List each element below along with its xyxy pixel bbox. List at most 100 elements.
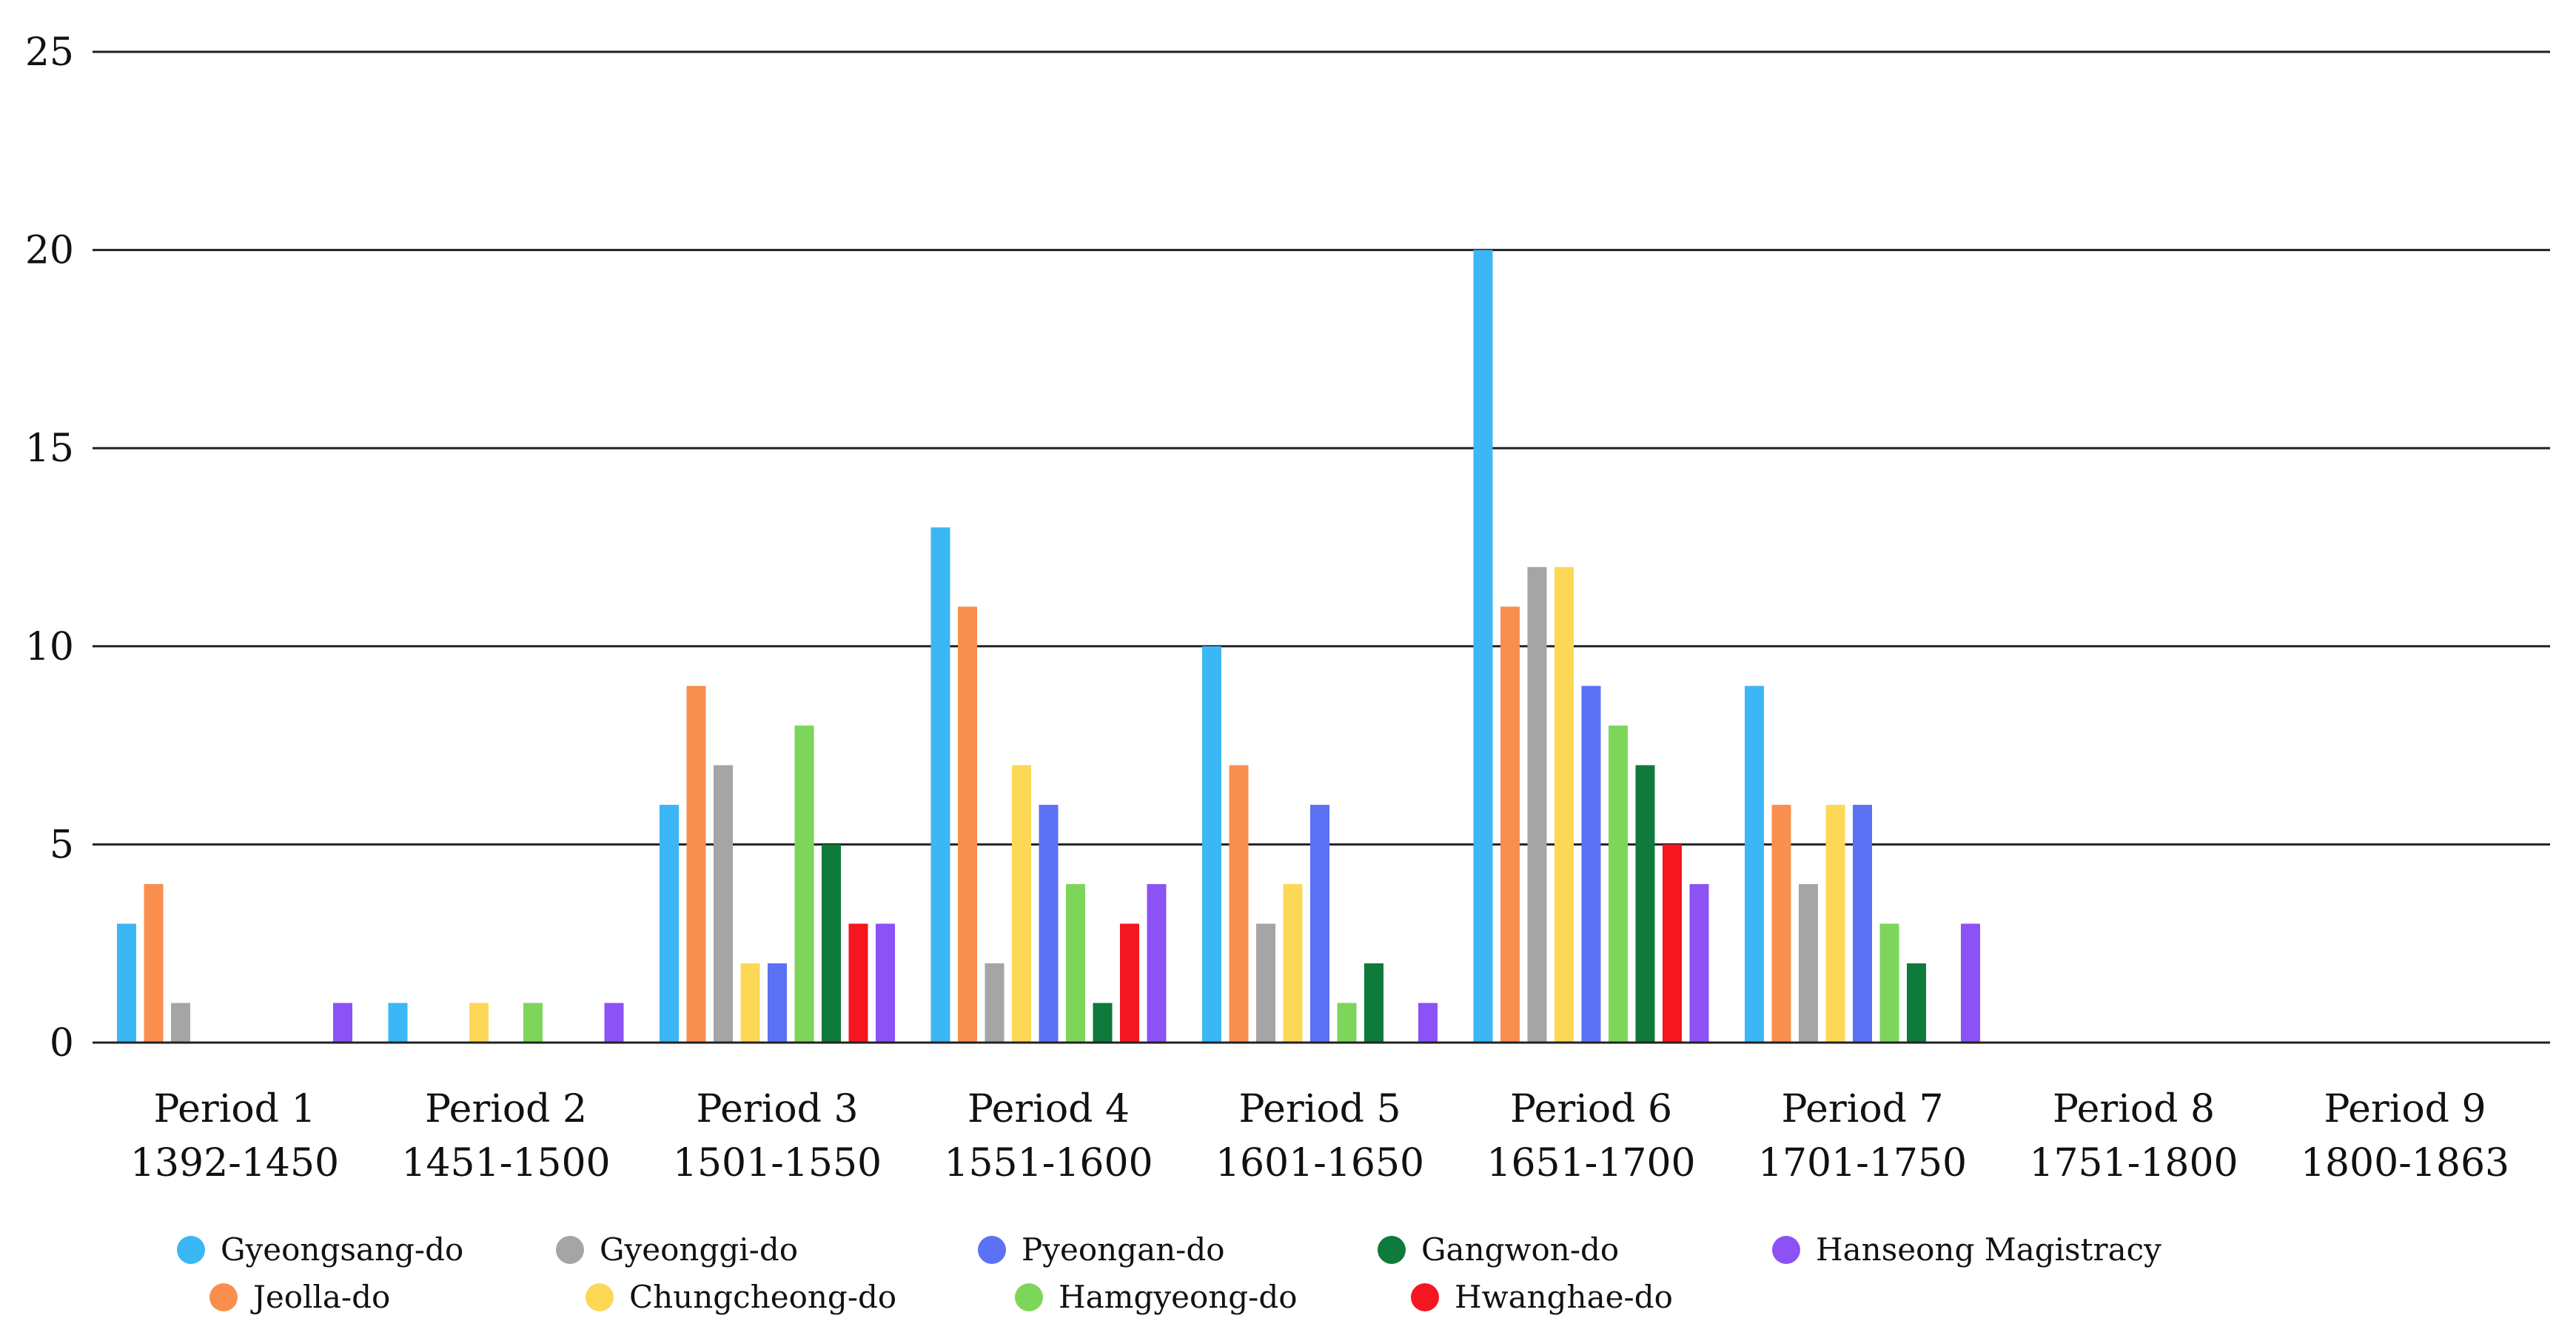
legend-swatch xyxy=(1378,1236,1406,1264)
bar-chungcheong-do-p2 xyxy=(469,1003,489,1043)
bar-pyeongan-do-p7 xyxy=(1853,804,1872,1043)
x-tick-period-label: Period 3 xyxy=(696,1087,858,1131)
bar-jeolla-do-p7 xyxy=(1771,804,1791,1043)
x-tick-period-label: Period 7 xyxy=(1781,1087,1943,1131)
y-tick-label: 15 xyxy=(25,427,74,471)
legend-label: Hwanghae-do xyxy=(1455,1279,1673,1315)
bar-hanseong-magistracy-p3 xyxy=(876,923,895,1043)
bar-jeolla-do-p3 xyxy=(686,686,706,1043)
legend-label: Jeolla-do xyxy=(250,1279,390,1315)
bar-gyeongsang-do-p5 xyxy=(1202,646,1221,1043)
bar-hamgyeong-do-p4 xyxy=(1066,883,1085,1043)
legend-label: Gyeongsang-do xyxy=(221,1231,463,1268)
bar-chungcheong-do-p5 xyxy=(1283,883,1303,1043)
bar-hanseong-magistracy-p4 xyxy=(1147,883,1167,1043)
x-tick-period-label: Period 9 xyxy=(2324,1087,2486,1131)
x-tick-period-label: Period 4 xyxy=(967,1087,1130,1131)
bar-gyeonggi-do-p3 xyxy=(714,765,733,1043)
bar-hanseong-magistracy-p7 xyxy=(1961,923,1980,1043)
x-tick-range-label: 1392-1450 xyxy=(130,1141,339,1186)
bar-gyeongsang-do-p2 xyxy=(388,1003,408,1043)
legend-item-jeolla-do: Jeolla-do xyxy=(209,1279,390,1315)
bar-gangwon-do-p6 xyxy=(1635,765,1655,1043)
bar-hamgyeong-do-p3 xyxy=(794,725,814,1043)
bar-gangwon-do-p7 xyxy=(1907,963,1926,1043)
x-tick-range-label: 1601-1650 xyxy=(1215,1141,1424,1186)
bar-hamgyeong-do-p2 xyxy=(523,1003,543,1043)
x-tick-period-label: Period 6 xyxy=(1510,1087,1672,1131)
bars xyxy=(117,250,1980,1043)
legend-label: Gyeonggi-do xyxy=(600,1231,798,1268)
bar-hwanghae-do-p3 xyxy=(848,923,868,1043)
legend: Gyeongsang-do Gyeonggi-do Pyeongan-do Gangw… xyxy=(177,1231,2161,1315)
legend-item-gangwon-do: Gangwon-do xyxy=(1378,1231,1619,1268)
y-tick-label: 5 xyxy=(50,823,74,867)
bar-gyeongsang-do-p1 xyxy=(117,923,136,1043)
bar-gyeonggi-do-p6 xyxy=(1527,566,1547,1043)
x-axis-tick-labels: Period 1 1392-1450 Period 2 1451-1500 Period… xyxy=(130,1087,2509,1186)
bar-hanseong-magistracy-p5 xyxy=(1418,1003,1438,1043)
x-tick-period-label: Period 5 xyxy=(1238,1087,1401,1131)
legend-swatch xyxy=(556,1236,584,1264)
bar-jeolla-do-p5 xyxy=(1229,765,1249,1043)
bar-gyeongsang-do-p4 xyxy=(930,527,950,1043)
y-tick-label: 20 xyxy=(25,229,74,273)
x-tick-range-label: 1800-1863 xyxy=(2301,1141,2509,1186)
legend-item-gyeongsang-do: Gyeongsang-do xyxy=(177,1231,463,1268)
bar-hanseong-magistracy-p1 xyxy=(333,1003,352,1043)
bar-gyeonggi-do-p1 xyxy=(171,1003,190,1043)
bar-hamgyeong-do-p6 xyxy=(1609,725,1628,1043)
legend-swatch xyxy=(1411,1283,1439,1311)
bar-chungcheong-do-p3 xyxy=(740,963,760,1043)
legend-label: Pyeongan-do xyxy=(1022,1231,1225,1268)
bar-gangwon-do-p3 xyxy=(822,844,841,1043)
legend-swatch xyxy=(209,1283,238,1311)
bar-jeolla-do-p6 xyxy=(1500,606,1520,1043)
legend-item-chungcheong-do: Chungcheong-do xyxy=(586,1279,896,1315)
legend-label: Hanseong Magistracy xyxy=(1816,1231,2161,1268)
bar-gyeonggi-do-p7 xyxy=(1799,883,1818,1043)
x-tick-range-label: 1751-1800 xyxy=(2029,1141,2238,1186)
legend-swatch xyxy=(978,1236,1006,1264)
legend-label: Hamgyeong-do xyxy=(1059,1279,1298,1315)
x-tick-period-label: Period 2 xyxy=(425,1087,587,1131)
bar-gyeonggi-do-p5 xyxy=(1256,923,1275,1043)
legend-item-gyeonggi-do: Gyeonggi-do xyxy=(556,1231,798,1268)
y-axis-tick-labels: 0 5 10 15 20 25 xyxy=(25,30,74,1066)
bar-pyeongan-do-p3 xyxy=(768,963,787,1043)
legend-item-hwanghae-do: Hwanghae-do xyxy=(1411,1279,1673,1315)
legend-swatch xyxy=(1015,1283,1043,1311)
y-tick-label: 0 xyxy=(50,1021,74,1066)
bar-pyeongan-do-p6 xyxy=(1581,686,1601,1043)
legend-swatch xyxy=(177,1236,205,1264)
bar-hamgyeong-do-p5 xyxy=(1337,1003,1357,1043)
y-tick-label: 25 xyxy=(25,30,74,75)
bar-gyeonggi-do-p4 xyxy=(985,963,1004,1043)
bar-gyeongsang-do-p3 xyxy=(660,804,679,1043)
x-tick-range-label: 1651-1700 xyxy=(1486,1141,1695,1186)
y-tick-label: 10 xyxy=(25,625,74,669)
bar-chungcheong-do-p6 xyxy=(1554,566,1574,1043)
bar-gyeongsang-do-p6 xyxy=(1473,250,1493,1043)
x-tick-range-label: 1551-1600 xyxy=(944,1141,1153,1186)
x-tick-period-label: Period 8 xyxy=(2053,1087,2215,1131)
x-tick-range-label: 1501-1550 xyxy=(673,1141,882,1186)
bar-hwanghae-do-p6 xyxy=(1663,844,1682,1043)
bar-pyeongan-do-p4 xyxy=(1039,804,1059,1043)
legend-swatch xyxy=(586,1283,614,1311)
legend-swatch xyxy=(1772,1236,1800,1264)
bar-jeolla-do-p1 xyxy=(144,883,164,1043)
legend-label: Chungcheong-do xyxy=(629,1279,896,1315)
legend-item-hamgyeong-do: Hamgyeong-do xyxy=(1015,1279,1298,1315)
bar-hanseong-magistracy-p6 xyxy=(1689,883,1709,1043)
bar-gangwon-do-p4 xyxy=(1093,1003,1113,1043)
x-tick-period-label: Period 1 xyxy=(153,1087,315,1131)
legend-label: Gangwon-do xyxy=(1421,1231,1619,1268)
bar-hamgyeong-do-p7 xyxy=(1879,923,1899,1043)
bar-hanseong-magistracy-p2 xyxy=(604,1003,624,1043)
bar-hwanghae-do-p4 xyxy=(1120,923,1139,1043)
x-tick-range-label: 1701-1750 xyxy=(1758,1141,1967,1186)
bar-jeolla-do-p4 xyxy=(958,606,977,1043)
grid-lines xyxy=(93,50,2550,846)
